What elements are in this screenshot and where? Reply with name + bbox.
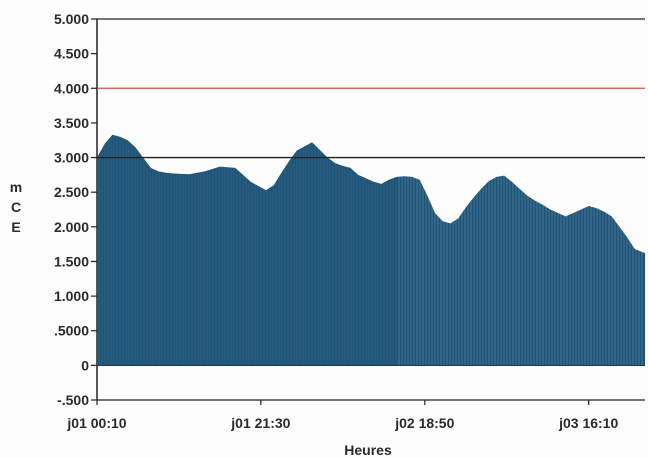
y-tick-label: -.500 [57,392,89,408]
y-tick-label: 5.000 [54,11,89,27]
tick-labels: 5.000 4.500 4.000 3.500 3.000 2.500 2.000 1.500… [54,11,619,431]
reference-lines [97,87,645,159]
y-tick-label: 4.500 [54,46,89,62]
x-tick-label: j03 16:10 [558,415,618,431]
area-fill [97,134,645,366]
y-tick-label: 0 [81,357,89,373]
axis-titles: Heures m C E [10,179,392,458]
y-tick-label: 2.000 [54,219,89,235]
y-tick-label: 1.500 [54,253,89,269]
x-tick-label: j01 21:30 [230,415,290,431]
x-axis-title: Heures [344,442,392,458]
y-tick-label: 1.000 [54,288,89,304]
y-tick-label: 3.000 [54,150,89,166]
y-tick-label: 4.000 [54,80,89,96]
x-tick-label: j02 18:50 [394,415,454,431]
y-tick-label: .5000 [54,323,89,339]
y-tick-label: 3.500 [54,115,89,131]
y-tick-label: 2.500 [54,184,89,200]
x-tick-label: j01 00:10 [66,415,126,431]
area-series [97,134,645,366]
